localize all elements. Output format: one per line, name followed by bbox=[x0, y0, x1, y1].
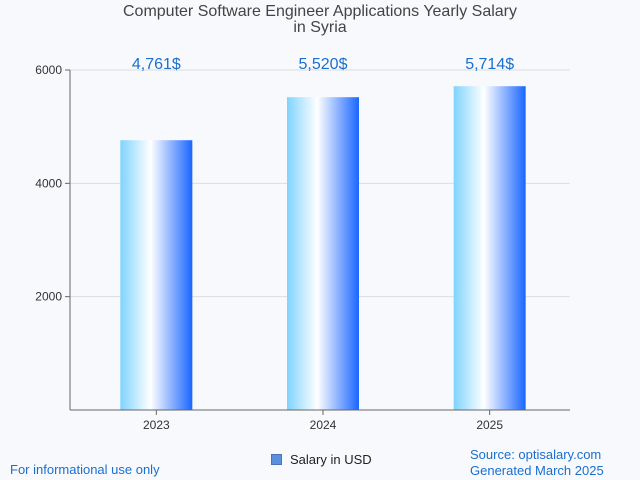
disclaimer-text: For informational use only bbox=[10, 462, 160, 477]
data-label-2024: 5,520$ bbox=[299, 56, 348, 73]
legend-swatch bbox=[271, 454, 282, 465]
chart-title: Computer Software Engineer Applications … bbox=[0, 4, 640, 36]
y-tick-label-2000: 2000 bbox=[35, 290, 62, 304]
x-tick-label-2023: 2023 bbox=[143, 418, 170, 432]
x-tick-label-2024: 2024 bbox=[310, 418, 337, 432]
data-label-2025: 5,714$ bbox=[465, 56, 514, 73]
generated-text: Generated March 2025 bbox=[470, 463, 604, 478]
bar-2023 bbox=[120, 140, 193, 410]
axes: 2000 4000 6000 2023 2024 2025 bbox=[35, 63, 570, 432]
bar-2025 bbox=[453, 86, 526, 410]
chart-title-line2: in Syria bbox=[293, 19, 347, 36]
y-tick-label-6000: 6000 bbox=[35, 63, 62, 77]
bar-2024 bbox=[287, 97, 359, 410]
legend: Salary in USD bbox=[271, 452, 372, 467]
chart-title-line1: Computer Software Engineer Applications … bbox=[123, 3, 517, 20]
source-block: Source: optisalary.com Generated March 2… bbox=[470, 447, 604, 479]
source-text: Source: optisalary.com bbox=[470, 447, 602, 462]
data-label-2023: 4,761$ bbox=[132, 56, 181, 73]
y-tick-label-4000: 4000 bbox=[35, 176, 62, 190]
data-labels: 4,761$ 5,520$ 5,714$ bbox=[132, 56, 514, 73]
bars bbox=[120, 86, 526, 410]
legend-label: Salary in USD bbox=[290, 452, 372, 467]
x-tick-label-2025: 2025 bbox=[476, 418, 503, 432]
